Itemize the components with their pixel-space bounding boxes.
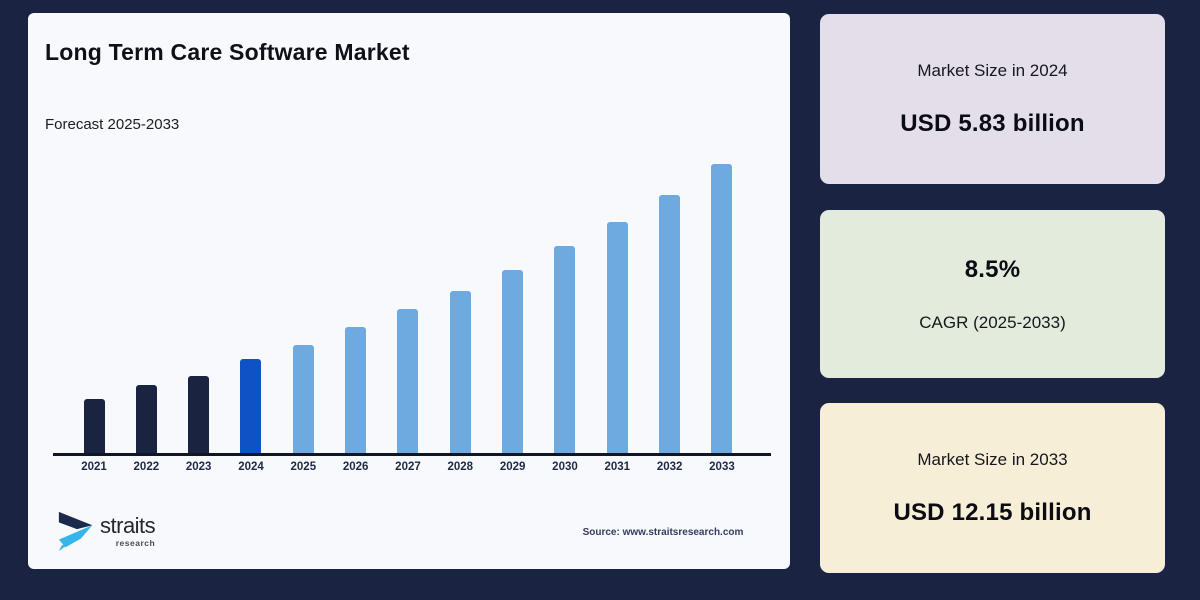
card-label: CAGR (2025-2033)	[919, 312, 1066, 332]
bar-2021	[83, 399, 105, 453]
x-tick-label-2025: 2025	[290, 461, 317, 473]
bar-2029	[502, 270, 524, 453]
x-tick-label-2026: 2026	[342, 461, 369, 473]
bar-2022	[135, 385, 157, 453]
card-value: USD 5.83 billion	[900, 109, 1085, 137]
x-tick-label-2033: 2033	[709, 461, 735, 473]
bar-2028	[449, 291, 471, 453]
card-cagr: 8.5% CAGR (2025-2033)	[820, 210, 1165, 378]
straits-research-logo: straits research	[56, 509, 156, 553]
bar-2026	[345, 327, 367, 453]
bar-chart: 2021 2022 2023 2024 2025 2026 2027 2028 2029 2030…	[28, 13, 790, 569]
logo-text: straits research	[100, 513, 156, 549]
x-tick-label-2021: 2021	[81, 461, 107, 473]
logo-name: straits	[100, 513, 156, 538]
bar-2032	[659, 195, 681, 453]
x-tick-label-2024: 2024	[238, 461, 264, 473]
bar-2033	[711, 164, 733, 453]
straits-logo-icon	[58, 511, 93, 552]
card-label: Market Size in 2024	[917, 60, 1068, 80]
bar-2030	[554, 246, 576, 453]
card-value: 8.5%	[964, 255, 1021, 283]
logo-subtitle: research	[115, 538, 156, 548]
card-label: Market Size in 2033	[917, 449, 1068, 469]
x-tick-label-2029: 2029	[499, 461, 526, 473]
x-tick-label-2022: 2022	[133, 461, 160, 473]
bar-2023	[188, 376, 210, 453]
chart-subtitle: Forecast 2025-2033	[45, 116, 180, 133]
x-tick-label-2028: 2028	[447, 461, 474, 473]
card-market-size-2033: Market Size in 2033 USD 12.15 billion	[820, 403, 1165, 573]
page-title: Long Term Care Software Market	[45, 39, 410, 65]
x-tick-label-2027: 2027	[395, 461, 421, 473]
x-tick-label-2032: 2032	[656, 461, 683, 473]
x-axis-line	[53, 453, 771, 456]
bar-2031	[606, 222, 628, 453]
card-market-size-2024: Market Size in 2024 USD 5.83 billion	[820, 14, 1165, 184]
x-tick-label-2023: 2023	[185, 461, 212, 473]
x-tick-label-2031: 2031	[604, 461, 631, 473]
x-tick-label-2030: 2030	[552, 461, 578, 473]
bar-2025	[292, 345, 314, 453]
bar-2027	[397, 309, 419, 453]
card-value: USD 12.15 billion	[893, 498, 1092, 526]
bar-2024	[240, 359, 262, 453]
chart-panel: Long Term Care Software Market Forecast …	[28, 13, 790, 569]
source-attribution: Source: www.straitsresearch.com	[582, 527, 744, 538]
